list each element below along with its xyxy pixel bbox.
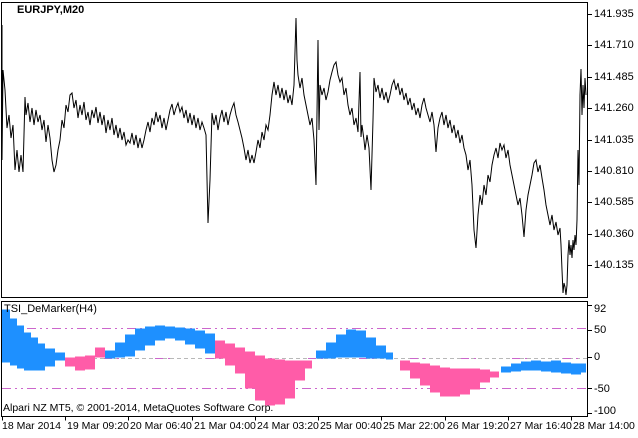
date-axis-label: 18 Mar 2014 bbox=[2, 420, 61, 432]
price-axis-label: 140.810 bbox=[594, 165, 634, 177]
indicator-area-up-bar bbox=[511, 363, 521, 372]
indicator-area-down-bar bbox=[265, 358, 275, 406]
indicator-area-up-bar bbox=[531, 360, 541, 371]
indicator-axis-label: 50 bbox=[594, 324, 607, 336]
price-axis-label: 140.360 bbox=[594, 228, 634, 240]
indicator-area-up-bar bbox=[105, 350, 115, 359]
indicator-area-down-bar bbox=[95, 347, 105, 358]
indicator-area-up-bar bbox=[501, 366, 511, 373]
date-axis-label: 20 Mar 06:40 bbox=[130, 420, 192, 432]
indicator-area-up-bar bbox=[571, 363, 581, 375]
indicator-area-up-bar bbox=[581, 363, 586, 373]
indicator-area-up-bar bbox=[336, 334, 346, 358]
indicator-area-up-bar bbox=[17, 325, 24, 369]
indicator-area-down-bar bbox=[75, 356, 85, 371]
indicator-area-up-bar bbox=[541, 361, 551, 372]
indicator-area-up-bar bbox=[195, 330, 205, 349]
indicator-area-up-bar bbox=[386, 352, 393, 360]
indicator-area-up-bar bbox=[376, 345, 386, 359]
indicator-area-down-bar bbox=[85, 355, 95, 370]
price-panel-border bbox=[1, 2, 588, 298]
indicator-area-up-bar bbox=[165, 326, 175, 339]
indicator-area-down-bar bbox=[430, 365, 440, 393]
indicator-area-up-bar bbox=[175, 327, 185, 341]
price-axis-label: 141.485 bbox=[594, 71, 634, 83]
indicator-area-up-bar bbox=[55, 352, 65, 361]
indicator-area-down-bar bbox=[275, 359, 285, 405]
indicator-area-up-bar bbox=[205, 333, 215, 354]
indicator-area-up-bar bbox=[145, 326, 155, 346]
price-axis-label: 141.035 bbox=[594, 134, 634, 146]
indicator-area-down-bar bbox=[255, 355, 265, 401]
indicator-area-up-bar bbox=[2, 309, 10, 363]
date-axis-label: 19 Mar 09:20 bbox=[67, 420, 129, 432]
date-axis-label: 25 Mar 00:40 bbox=[320, 420, 382, 432]
indicator-axis-label: -100 bbox=[594, 405, 617, 417]
price-axis-label: 140.135 bbox=[594, 259, 634, 271]
indicator-area-down-bar bbox=[470, 368, 480, 390]
indicator-area-down-bar bbox=[65, 357, 75, 367]
indicator-area-up-bar bbox=[10, 318, 17, 366]
symbol-timeframe-label: EURJPY,M20 bbox=[17, 4, 85, 16]
date-axis-label: 25 Mar 22:00 bbox=[383, 420, 445, 432]
indicator-area-down-bar bbox=[420, 363, 430, 386]
indicator-area-up-bar bbox=[316, 350, 326, 359]
indicator-area-down-bar bbox=[450, 368, 460, 397]
indicator-area-down-bar bbox=[305, 360, 312, 369]
indicator-area-down-bar bbox=[460, 368, 470, 395]
indicator-name-label: TSI_DeMarker(H4) bbox=[4, 303, 97, 315]
price-axis-label: 141.710 bbox=[594, 39, 634, 51]
indicator-area-down-bar bbox=[400, 360, 410, 371]
price-axis-label: 141.935 bbox=[594, 8, 634, 20]
indicator-area-up-bar bbox=[521, 361, 531, 371]
price-axis-label: 141.260 bbox=[594, 102, 634, 114]
indicator-axis-label: -50 bbox=[594, 383, 610, 395]
copyright-label: Alpari NZ MT5, © 2001-2014, MetaQuotes S… bbox=[3, 402, 274, 414]
indicator-area-down-bar bbox=[480, 369, 490, 383]
indicator-axis-label: 92 bbox=[594, 303, 607, 315]
indicator-area-down-bar bbox=[235, 347, 245, 374]
date-axis-label: 26 Mar 19:20 bbox=[447, 420, 509, 432]
indicator-area-up-bar bbox=[366, 337, 376, 359]
indicator-area-up-bar bbox=[561, 362, 571, 374]
indicator-area-up-bar bbox=[38, 343, 45, 371]
indicator-area-down-bar bbox=[410, 362, 420, 379]
price-line-series bbox=[1, 17, 587, 296]
indicator-area-down-bar bbox=[440, 367, 450, 397]
indicator-area-down-bar bbox=[225, 343, 235, 366]
indicator-area-up-bar bbox=[185, 328, 195, 345]
indicator-area-down-bar bbox=[295, 360, 305, 381]
indicator-area-up-bar bbox=[326, 342, 336, 359]
indicator-area-up-bar bbox=[346, 329, 356, 358]
date-axis-label: 28 Mar 14:00 bbox=[573, 420, 635, 432]
indicator-axis-label: 0 bbox=[594, 351, 601, 363]
date-axis-label: 27 Mar 16:40 bbox=[510, 420, 572, 432]
indicator-area-up-bar bbox=[115, 342, 125, 358]
indicator-area-down-bar bbox=[215, 340, 225, 359]
date-axis-label: 21 Mar 04:00 bbox=[194, 420, 256, 432]
indicator-area-up-bar bbox=[24, 332, 31, 371]
indicator-area-up-bar bbox=[551, 360, 561, 373]
indicator-area-down-bar bbox=[490, 371, 499, 378]
indicator-area-up-bar bbox=[31, 337, 38, 371]
indicator-area-up-bar bbox=[356, 330, 366, 358]
indicator-area-up-bar bbox=[155, 325, 165, 341]
indicator-area-down-bar bbox=[285, 360, 295, 399]
indicator-area-up-bar bbox=[125, 334, 135, 357]
indicator-area-up-bar bbox=[135, 328, 145, 351]
indicator-area-up-bar bbox=[45, 348, 55, 367]
indicator-area-down-bar bbox=[245, 351, 255, 389]
price-axis-label: 140.585 bbox=[594, 196, 634, 208]
indicator-panel-border bbox=[1, 301, 588, 417]
date-axis-label: 24 Mar 03:20 bbox=[257, 420, 319, 432]
